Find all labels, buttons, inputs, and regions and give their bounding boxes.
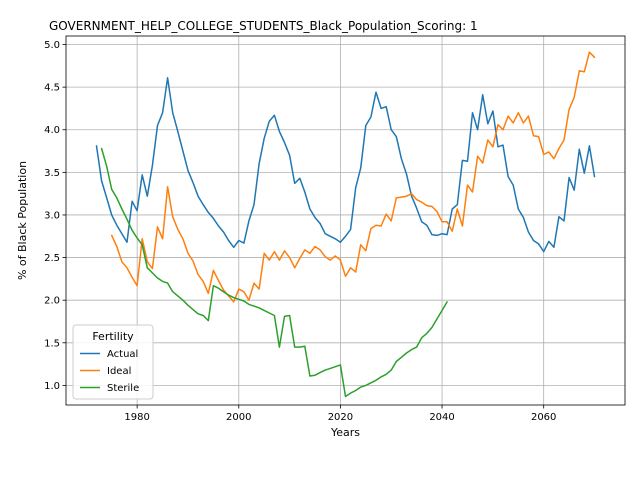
y-tick-label: 4.5 — [44, 83, 60, 94]
x-tick-label: 1980 — [124, 412, 149, 423]
series-line-ideal — [110, 51, 596, 303]
legend: Fertility Actual Ideal Sterile — [72, 324, 154, 400]
axis-ticks: 1980 2000 2020 2040 2060 1.0 1.5 2.0 2.5 3.0 3.5 4.… — [44, 40, 556, 423]
y-tick-label: 3.0 — [44, 210, 60, 221]
y-tick-label: 4.0 — [44, 125, 60, 136]
y-tick-label: 5.0 — [44, 40, 60, 51]
legend-title: Fertility — [92, 330, 134, 343]
legend-box — [72, 324, 154, 400]
legend-label-sterile: Sterile — [107, 383, 139, 394]
y-tick-label: 1.0 — [44, 381, 60, 392]
legend-label-actual: Actual — [107, 349, 138, 360]
y-axis-label: % of Black Population — [16, 161, 29, 280]
x-tick-label: 2040 — [429, 412, 454, 423]
y-tick-label: 3.5 — [44, 168, 60, 179]
series-line-actual — [95, 77, 596, 253]
chart-title: GOVERNMENT_HELP_COLLEGE_STUDENTS_Black_P… — [49, 19, 478, 33]
y-tick-label: 2.0 — [44, 296, 60, 307]
series-line-sterile — [100, 147, 448, 398]
x-tick-label: 2020 — [328, 412, 353, 423]
y-tick-label: 2.5 — [44, 253, 60, 264]
x-tick-label: 2060 — [531, 412, 556, 423]
legend-label-ideal: Ideal — [107, 366, 131, 377]
series-lines — [95, 51, 596, 398]
y-tick-label: 1.5 — [44, 338, 60, 349]
x-axis-label: Years — [330, 426, 360, 439]
gridlines — [66, 36, 625, 405]
plot-area-frame — [65, 35, 626, 406]
x-tick-label: 2000 — [226, 412, 251, 423]
